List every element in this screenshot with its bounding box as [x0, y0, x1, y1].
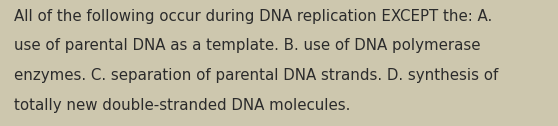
Text: enzymes. C. separation of parental DNA strands. D. synthesis of: enzymes. C. separation of parental DNA s…	[14, 68, 498, 83]
Text: totally new double-stranded DNA molecules.: totally new double-stranded DNA molecule…	[14, 98, 350, 113]
Text: use of parental DNA as a template. B. use of DNA polymerase: use of parental DNA as a template. B. us…	[14, 38, 480, 53]
Text: All of the following occur during DNA replication EXCEPT the: A.: All of the following occur during DNA re…	[14, 9, 492, 24]
